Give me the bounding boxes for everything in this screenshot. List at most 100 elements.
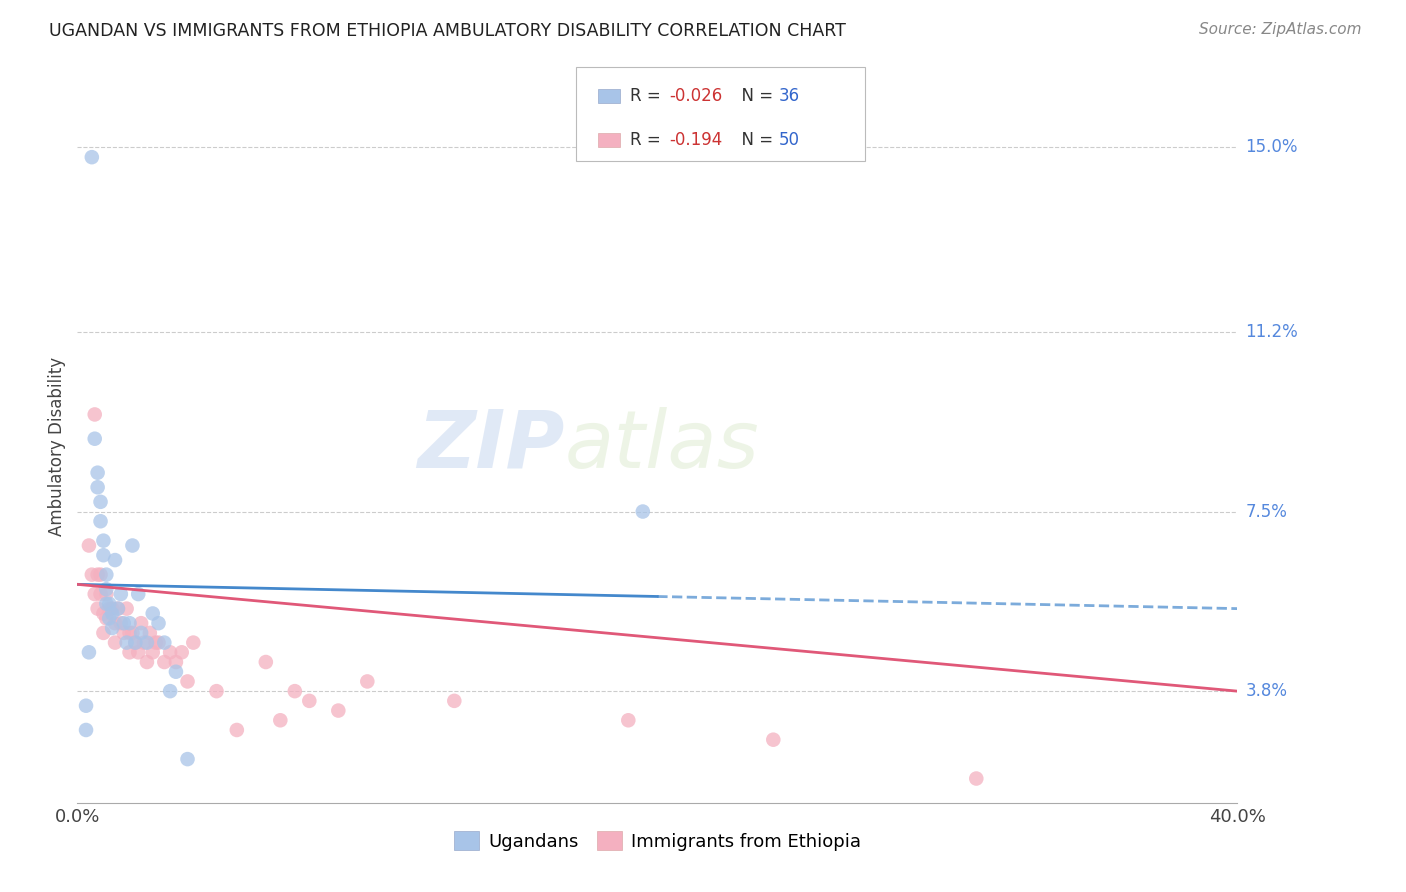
Point [631, 504, 654, 518]
Point [80, 150, 103, 164]
Point [762, 732, 785, 747]
Point [96, 587, 118, 601]
Point [118, 626, 141, 640]
Point [101, 621, 124, 635]
Point [176, 752, 198, 766]
Point [284, 684, 307, 698]
Point [148, 635, 170, 649]
Point [96, 567, 118, 582]
Point [110, 587, 132, 601]
Text: R =: R = [630, 131, 666, 149]
Text: -0.026: -0.026 [669, 87, 723, 105]
Point [86, 466, 108, 480]
Text: -0.194: -0.194 [669, 131, 723, 149]
Point [115, 635, 138, 649]
Point [153, 635, 176, 649]
Point [101, 601, 124, 615]
Point [90, 587, 111, 601]
Point [98, 597, 121, 611]
Point [136, 635, 159, 649]
Point [127, 587, 149, 601]
Text: N =: N = [731, 131, 779, 149]
Point [443, 694, 465, 708]
Text: N =: N = [731, 87, 779, 105]
Point [93, 607, 115, 621]
Point [90, 495, 111, 509]
Text: atlas: atlas [565, 407, 759, 485]
Point [124, 635, 146, 649]
Point [83, 432, 105, 446]
Text: UGANDAN VS IMMIGRANTS FROM ETHIOPIA AMBULATORY DISABILITY CORRELATION CHART: UGANDAN VS IMMIGRANTS FROM ETHIOPIA AMBU… [49, 22, 846, 40]
Point [356, 674, 378, 689]
Point [96, 597, 118, 611]
Point [617, 713, 640, 727]
Text: 50: 50 [779, 131, 800, 149]
Point [101, 607, 124, 621]
Point [165, 655, 187, 669]
Point [93, 626, 115, 640]
Point [90, 514, 111, 528]
Point [118, 616, 141, 631]
Point [98, 611, 121, 625]
Point [153, 655, 176, 669]
Point [96, 611, 118, 625]
Point [96, 582, 118, 597]
Text: Source: ZipAtlas.com: Source: ZipAtlas.com [1198, 22, 1361, 37]
Point [298, 694, 321, 708]
Point [159, 645, 181, 659]
Text: 36: 36 [779, 87, 800, 105]
Point [132, 635, 155, 649]
Text: 11.2%: 11.2% [1246, 323, 1298, 341]
Point [205, 684, 228, 698]
Point [269, 713, 291, 727]
Point [170, 645, 193, 659]
Point [136, 655, 159, 669]
Point [107, 601, 129, 615]
Point [112, 616, 135, 631]
Text: 7.5%: 7.5% [1246, 502, 1288, 521]
Point [90, 567, 111, 582]
Text: 15.0%: 15.0% [1246, 138, 1298, 156]
Point [104, 635, 127, 649]
Point [77, 539, 100, 553]
Point [110, 616, 132, 631]
Point [129, 616, 152, 631]
Point [75, 698, 97, 713]
Point [83, 587, 105, 601]
Point [104, 616, 127, 631]
Point [121, 539, 143, 553]
Point [254, 655, 277, 669]
Point [107, 601, 129, 615]
Point [86, 567, 108, 582]
Point [104, 553, 127, 567]
Point [145, 635, 167, 649]
Point [124, 635, 146, 649]
Point [165, 665, 187, 679]
Point [75, 723, 97, 737]
Point [93, 533, 115, 548]
Point [118, 645, 141, 659]
Point [112, 626, 135, 640]
Point [98, 601, 121, 615]
Y-axis label: Ambulatory Disability: Ambulatory Disability [48, 357, 66, 535]
Point [86, 601, 108, 615]
Point [115, 601, 138, 615]
Point [129, 626, 152, 640]
Point [148, 616, 170, 631]
Point [77, 645, 100, 659]
Point [83, 408, 105, 422]
Point [86, 480, 108, 494]
Text: R =: R = [630, 87, 666, 105]
Text: 3.8%: 3.8% [1246, 682, 1288, 700]
Point [176, 674, 198, 689]
Point [93, 548, 115, 562]
Point [121, 626, 143, 640]
Point [142, 645, 165, 659]
Point [225, 723, 247, 737]
Point [80, 567, 103, 582]
Point [142, 607, 165, 621]
Point [139, 626, 162, 640]
Point [159, 684, 181, 698]
Point [965, 772, 987, 786]
Point [183, 635, 205, 649]
